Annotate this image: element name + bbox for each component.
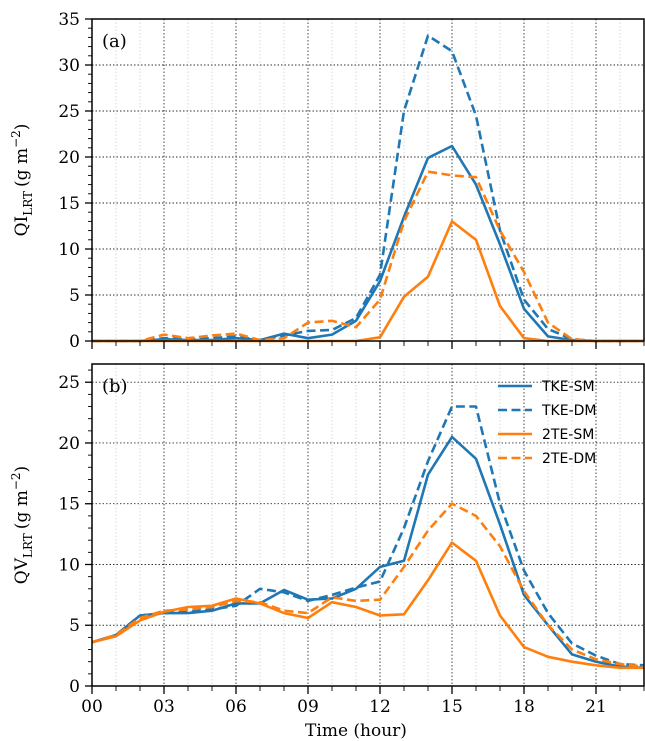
x-tick-label: 12: [369, 697, 391, 717]
series-line-2te-dm: [92, 170, 644, 343]
y-tick-label: 25: [58, 102, 80, 122]
series-line-tke-dm: [92, 34, 644, 343]
legend-label: 2TE-SM: [542, 427, 594, 443]
legend-label: 2TE-DM: [542, 451, 596, 467]
y-tick-label: 30: [58, 56, 80, 76]
x-tick-label: 03: [153, 697, 175, 717]
panel-a: 0 5 10 15 20 25 30 35 (a) QILRT(g m−2): [9, 10, 645, 352]
x-tick-label: 09: [297, 697, 319, 717]
x-tick-label: 18: [513, 697, 535, 717]
x-tick-label: 00: [81, 697, 103, 717]
series-line-2te-sm: [92, 220, 644, 343]
panel-label: (b): [102, 376, 128, 397]
panel-b: 0 5 10 15 20 25 00 03 06 09 12 15 18 21 Time (hour) (b)…: [9, 363, 645, 741]
x-axis-label: Time (hour): [305, 721, 407, 741]
series-line-tke-sm: [91, 435, 645, 670]
legend-label: TKE-DM: [541, 403, 597, 419]
y-tick-label: 35: [58, 10, 80, 30]
y-tick-label: 15: [58, 194, 80, 214]
y-tick-label: 25: [58, 373, 80, 393]
legend-label: TKE-SM: [541, 379, 595, 395]
series-line-2te-dm: [91, 502, 645, 668]
y-tick-label: 0: [69, 332, 80, 352]
plot-frame: [91, 363, 645, 687]
series-line-2te-sm: [91, 541, 644, 670]
x-tick-label: 06: [225, 697, 247, 717]
y-tick-label: 10: [58, 555, 80, 575]
y-tick-label: 10: [58, 240, 80, 260]
y-axis-label: QILRT(g m−2): [9, 124, 35, 237]
y-axis-label: QVLRT(g m−2): [9, 466, 35, 584]
y-tick-label: 15: [58, 495, 80, 515]
x-tick-label: 15: [441, 697, 463, 717]
y-tick-label: 5: [69, 286, 80, 306]
y-tick-label: 5: [69, 616, 80, 636]
y-tick-label: 20: [58, 434, 80, 454]
y-tick-label: 20: [58, 148, 80, 168]
panel-label: (a): [102, 31, 127, 52]
x-tick-label: 21: [585, 697, 607, 717]
plot-frame: [91, 18, 645, 342]
y-tick-label: 0: [69, 677, 80, 697]
series-line-tke-dm: [91, 405, 645, 667]
